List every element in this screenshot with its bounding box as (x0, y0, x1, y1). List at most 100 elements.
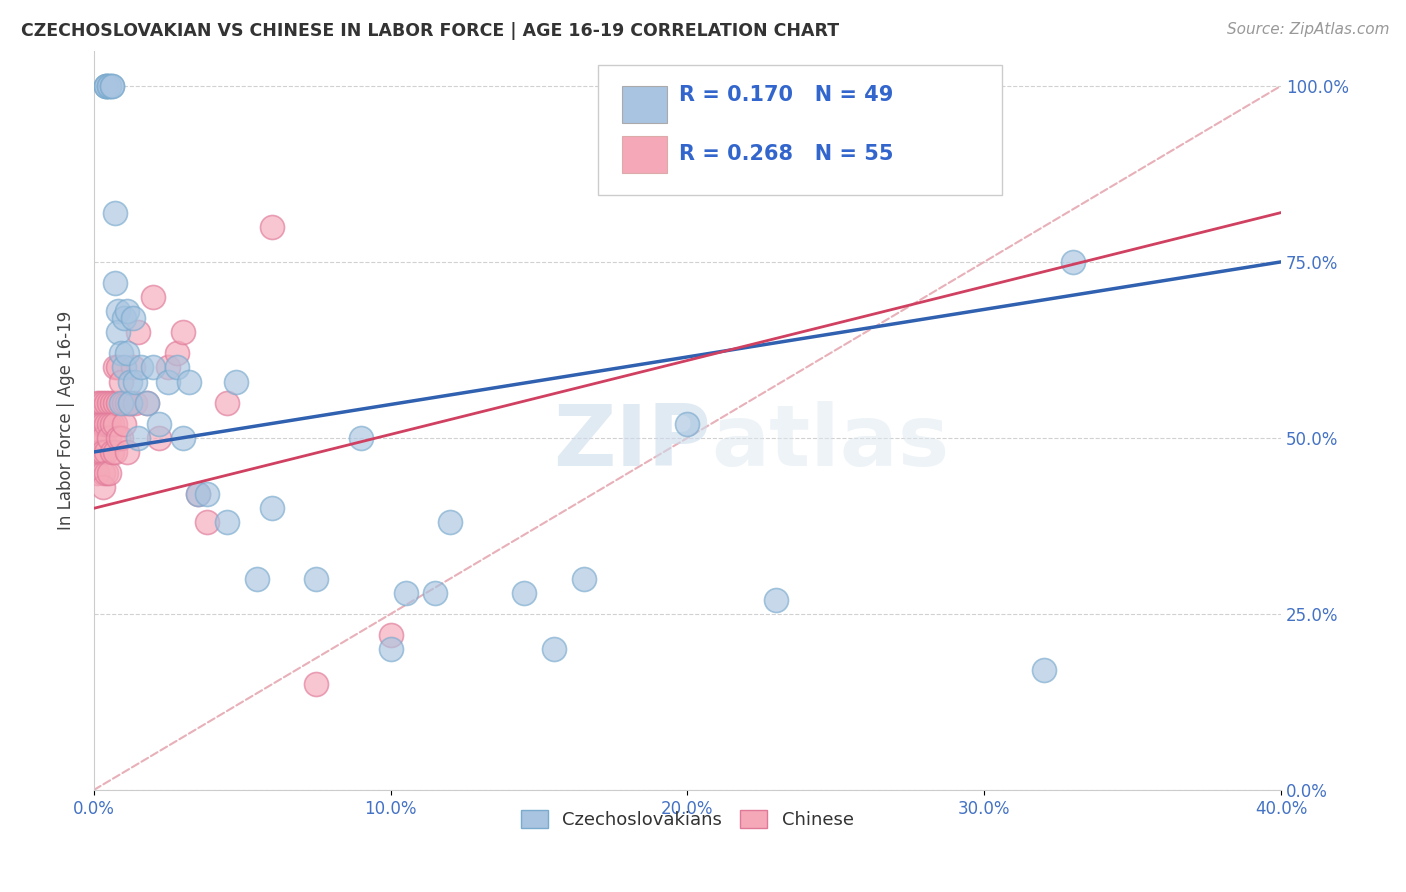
Point (217, 395, 239, 409)
Point (89, 395, 111, 409)
Point (110, 375, 132, 389)
Point (100, 78, 122, 93)
Point (107, 395, 129, 409)
Point (110, 395, 132, 409)
Point (91, 431, 114, 445)
FancyBboxPatch shape (623, 87, 668, 123)
Point (157, 360, 180, 375)
Point (100, 445, 122, 459)
Point (124, 375, 146, 389)
Y-axis label: In Labor Force | Age 16-19: In Labor Force | Age 16-19 (58, 310, 75, 530)
Point (91, 466, 114, 480)
Point (572, 572, 595, 586)
Text: R = 0.170   N = 49: R = 0.170 N = 49 (679, 85, 893, 105)
Point (246, 572, 269, 586)
Point (86, 417, 108, 431)
Point (100, 78, 122, 93)
Point (104, 276, 127, 290)
Point (89, 445, 111, 459)
Point (86, 445, 108, 459)
Point (97, 417, 120, 431)
Point (91, 445, 114, 459)
Legend: Czechoslovakians, Chinese: Czechoslovakians, Chinese (513, 803, 860, 837)
Point (97, 395, 120, 409)
Point (148, 431, 170, 445)
Point (121, 311, 143, 326)
Point (94, 78, 117, 93)
Point (89, 431, 111, 445)
Point (121, 360, 143, 375)
Point (136, 395, 159, 409)
Text: R = 0.268   N = 55: R = 0.268 N = 55 (679, 145, 894, 164)
Point (425, 586, 447, 600)
Point (195, 487, 218, 501)
Text: ZIP: ZIP (554, 401, 711, 484)
Point (104, 360, 127, 375)
Point (107, 431, 129, 445)
FancyBboxPatch shape (599, 65, 1002, 194)
Point (305, 572, 328, 586)
Point (94, 78, 117, 93)
Point (127, 326, 149, 340)
Point (86, 395, 108, 409)
Point (97, 466, 120, 480)
Point (127, 431, 149, 445)
Point (166, 346, 188, 360)
Point (110, 346, 132, 360)
Point (86, 466, 108, 480)
Point (124, 395, 146, 409)
Point (97, 78, 120, 93)
Point (260, 219, 283, 234)
Point (260, 501, 283, 516)
Point (172, 431, 194, 445)
Point (765, 592, 787, 607)
Point (513, 586, 536, 600)
Point (187, 487, 209, 501)
Point (104, 417, 127, 431)
Point (380, 642, 402, 657)
Point (305, 677, 328, 691)
Text: atlas: atlas (711, 401, 949, 484)
Text: CZECHOSLOVAKIAN VS CHINESE IN LABOR FORCE | AGE 16-19 CORRELATION CHART: CZECHOSLOVAKIAN VS CHINESE IN LABOR FORC… (21, 22, 839, 40)
Point (112, 417, 135, 431)
Point (131, 360, 153, 375)
Point (104, 395, 127, 409)
Point (110, 431, 132, 445)
Point (118, 375, 141, 389)
Point (118, 395, 141, 409)
Point (118, 395, 141, 409)
Point (107, 326, 129, 340)
Point (107, 304, 129, 318)
Point (142, 290, 165, 304)
Point (148, 417, 170, 431)
Point (195, 516, 218, 530)
Point (439, 516, 461, 530)
Point (136, 395, 159, 409)
Point (100, 395, 122, 409)
Point (91, 417, 114, 431)
Point (676, 417, 699, 431)
Point (157, 375, 180, 389)
Point (225, 375, 247, 389)
Point (115, 395, 138, 409)
Point (94, 417, 117, 431)
Point (1032, 663, 1054, 677)
Point (91, 395, 114, 409)
Point (112, 395, 135, 409)
Point (166, 360, 188, 375)
Point (115, 445, 138, 459)
Point (380, 628, 402, 642)
Point (107, 360, 129, 375)
Point (97, 431, 120, 445)
Point (217, 516, 239, 530)
Point (104, 445, 127, 459)
Point (104, 205, 127, 219)
Point (100, 417, 122, 431)
Point (543, 642, 565, 657)
Point (142, 360, 165, 375)
Point (112, 311, 135, 326)
Point (115, 346, 138, 360)
Point (112, 360, 135, 375)
Point (394, 586, 416, 600)
Point (172, 326, 194, 340)
